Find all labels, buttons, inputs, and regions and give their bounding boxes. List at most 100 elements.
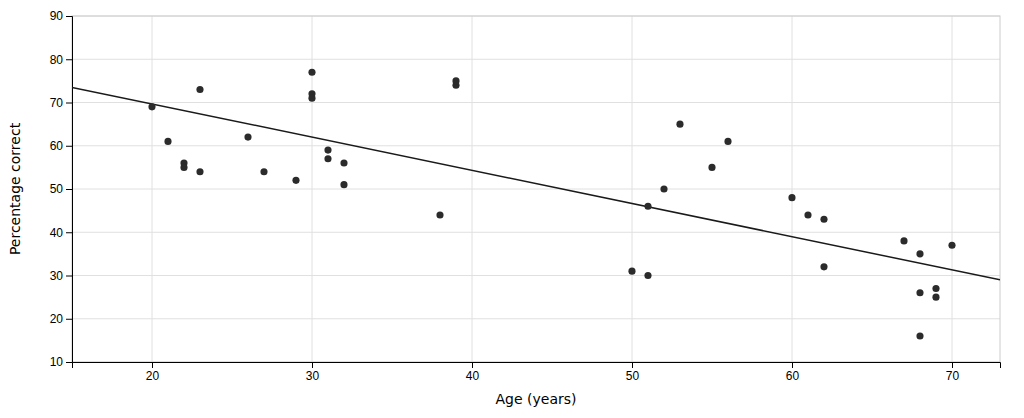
point bbox=[340, 159, 347, 166]
point bbox=[708, 164, 715, 171]
point bbox=[676, 121, 683, 128]
point bbox=[340, 181, 347, 188]
y-tick: 40 bbox=[50, 226, 72, 240]
grid-line-y bbox=[72, 145, 1000, 146]
x-tick-mark bbox=[472, 362, 473, 368]
point bbox=[196, 86, 203, 93]
grid bbox=[72, 16, 1000, 362]
point bbox=[436, 211, 443, 218]
y-tick-label: 60 bbox=[50, 139, 64, 153]
x-tick-label: 30 bbox=[306, 369, 320, 383]
point bbox=[308, 95, 315, 102]
x-tick: 70 bbox=[946, 362, 960, 383]
y-tick-label: 90 bbox=[50, 9, 64, 23]
x-tick-label: 40 bbox=[466, 369, 480, 383]
point bbox=[164, 138, 171, 145]
x-tick: 40 bbox=[466, 362, 480, 383]
x-tick: 30 bbox=[306, 362, 320, 383]
y-tick-mark bbox=[66, 232, 72, 233]
point bbox=[788, 194, 795, 201]
point bbox=[644, 272, 651, 279]
y-tick-mark bbox=[66, 59, 72, 60]
x-tick-mark bbox=[152, 362, 153, 368]
y-tick-label: 10 bbox=[50, 355, 64, 369]
y-tick-mark bbox=[66, 362, 72, 363]
y-tick: 20 bbox=[50, 312, 72, 326]
point bbox=[804, 211, 811, 218]
x-tick-label: 60 bbox=[786, 369, 800, 383]
point bbox=[948, 242, 955, 249]
y-tick-mark bbox=[66, 146, 72, 147]
plot: 20 30 40 50 60 70 10 20 30 40 50 60 70 80 90 bbox=[50, 9, 1001, 382]
y-tick-label: 20 bbox=[50, 312, 64, 326]
x-tick-mark bbox=[312, 362, 313, 368]
y-tick-label: 40 bbox=[50, 226, 64, 240]
x-tick: 60 bbox=[786, 362, 800, 383]
point bbox=[932, 294, 939, 301]
x-axis-line bbox=[73, 363, 1001, 369]
x-axis-title: Age (years) bbox=[496, 391, 577, 407]
point bbox=[916, 289, 923, 296]
grid-line-y bbox=[72, 59, 1000, 60]
points bbox=[148, 69, 955, 340]
point bbox=[452, 77, 459, 84]
y-tick: 50 bbox=[50, 182, 72, 196]
x-tick: 50 bbox=[626, 362, 640, 383]
point bbox=[660, 185, 667, 192]
y-tick: 30 bbox=[50, 269, 72, 283]
y-tick-mark bbox=[66, 319, 72, 320]
x-tick-mark bbox=[952, 362, 953, 368]
y-tick-label: 80 bbox=[50, 53, 64, 67]
y-tick-mark bbox=[66, 189, 72, 190]
grid-line-y bbox=[72, 232, 1000, 233]
point bbox=[244, 134, 251, 141]
point bbox=[820, 263, 827, 270]
y-tick-mark bbox=[66, 16, 72, 17]
grid-line-y bbox=[72, 189, 1000, 190]
x-axis: 20 30 40 50 60 70 bbox=[73, 362, 1001, 383]
point bbox=[932, 285, 939, 292]
point bbox=[196, 168, 203, 175]
point bbox=[900, 237, 907, 244]
grid-line-y bbox=[72, 102, 1000, 103]
x-tick-mark bbox=[792, 362, 793, 368]
x-tick-label: 50 bbox=[626, 369, 640, 383]
lines bbox=[72, 87, 1000, 279]
point bbox=[724, 138, 731, 145]
point bbox=[260, 168, 267, 175]
point bbox=[916, 250, 923, 257]
point bbox=[628, 268, 635, 275]
point bbox=[180, 164, 187, 171]
y-axis-line bbox=[66, 17, 73, 363]
point bbox=[916, 332, 923, 339]
point bbox=[644, 203, 651, 210]
y-tick-label: 70 bbox=[50, 96, 64, 110]
y-tick: 70 bbox=[50, 96, 72, 110]
y-tick: 90 bbox=[50, 9, 72, 23]
point bbox=[324, 155, 331, 162]
x-tick: 20 bbox=[146, 362, 160, 383]
point bbox=[308, 69, 315, 76]
point bbox=[292, 177, 299, 184]
x-tick-mark bbox=[632, 362, 633, 368]
plot-frame bbox=[72, 16, 1000, 362]
chart: 20 30 40 50 60 70 10 20 30 40 50 60 70 80 90 Age (years… bbox=[0, 0, 1024, 418]
trend-line bbox=[72, 87, 1000, 279]
point bbox=[148, 103, 155, 110]
y-axis: 10 20 30 40 50 60 70 80 90 bbox=[50, 9, 73, 369]
y-tick-mark bbox=[66, 276, 72, 277]
y-tick-label: 30 bbox=[50, 269, 64, 283]
grid-line-y bbox=[72, 275, 1000, 276]
y-axis-title: Percentage correct bbox=[7, 122, 23, 255]
y-tick: 10 bbox=[50, 355, 72, 369]
y-tick-label: 50 bbox=[50, 182, 64, 196]
x-tick-label: 20 bbox=[146, 369, 160, 383]
point bbox=[324, 147, 331, 154]
data-area bbox=[72, 69, 1000, 340]
y-tick: 60 bbox=[50, 139, 72, 153]
x-tick-label: 70 bbox=[946, 369, 960, 383]
grid-line-y bbox=[72, 318, 1000, 319]
y-tick: 80 bbox=[50, 53, 72, 67]
y-tick-mark bbox=[66, 103, 72, 104]
point bbox=[820, 216, 827, 223]
